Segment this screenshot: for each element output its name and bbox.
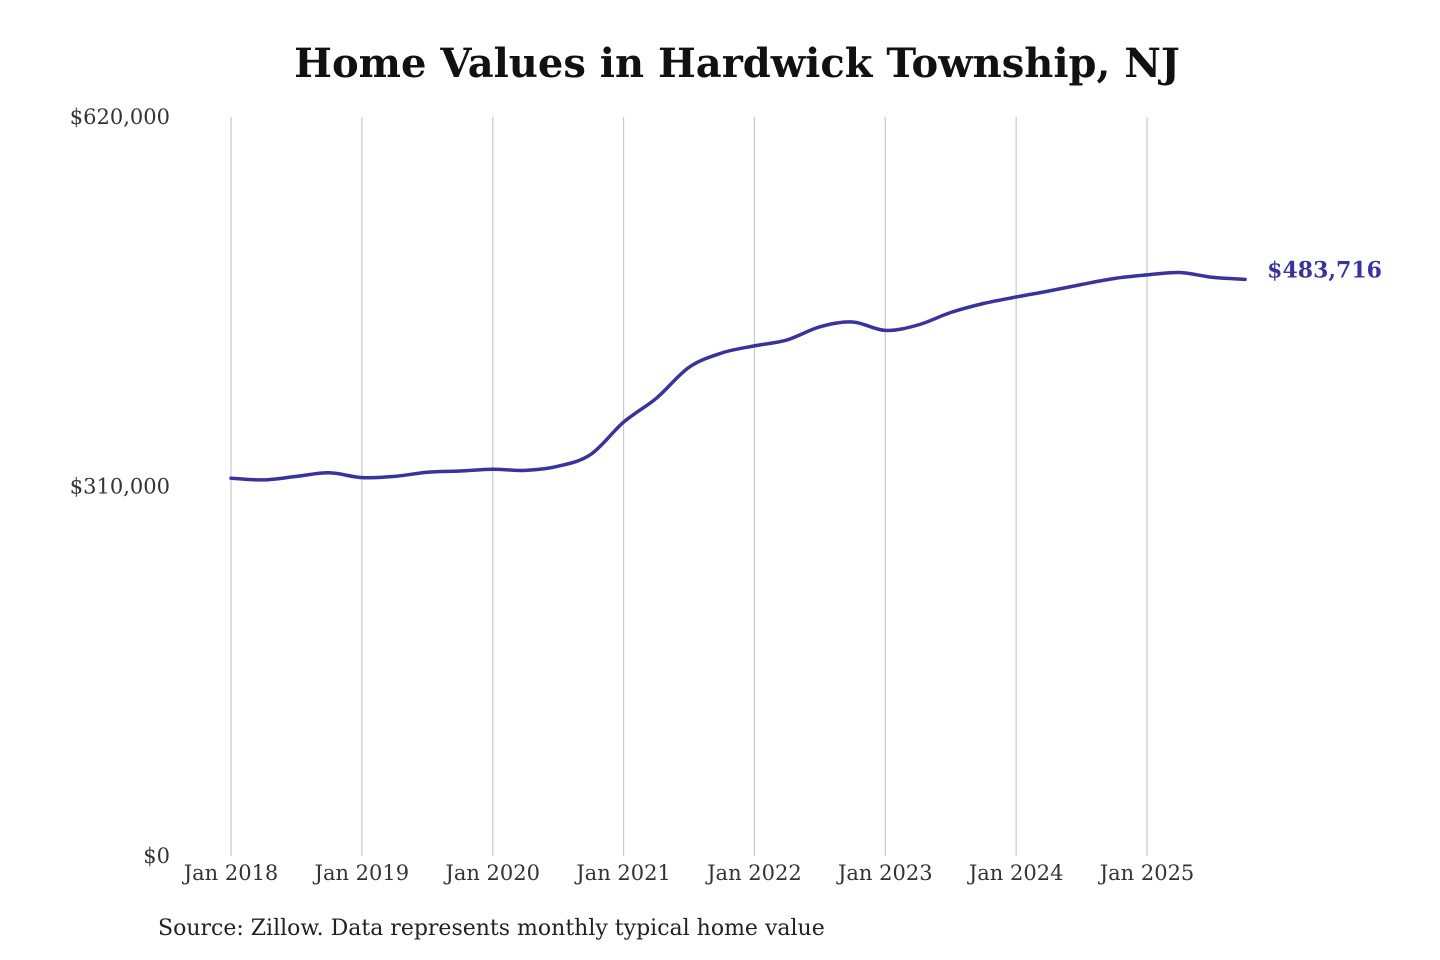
grid-lines	[230, 117, 1148, 856]
line-chart: $0$310,000$620,000 Jan 2018 Jan 2019 Jan 2…	[70, 105, 1382, 885]
y-tick-label-0: $0	[143, 844, 170, 868]
x-tick-label-1: Jan 2019	[313, 861, 410, 885]
end-value-label: $483,716	[1267, 257, 1382, 283]
series-layer	[229, 270, 1247, 482]
x-tick-label-0: Jan 2018	[182, 861, 279, 885]
x-tick-label-7: Jan 2025	[1098, 861, 1195, 885]
chart-title: Home Values in Hardwick Township, NJ	[294, 40, 1180, 87]
x-tick-label-4: Jan 2022	[705, 861, 802, 885]
y-axis-ticks: $0 $310,000 $620,000	[70, 105, 170, 868]
x-tick-label-2: Jan 2020	[443, 861, 540, 885]
end-labels: $483,716	[1267, 257, 1382, 283]
y-tick-label-2: $620,000	[70, 105, 170, 129]
x-tick-label-6: Jan 2024	[967, 861, 1064, 885]
series-line-0	[229, 270, 1247, 482]
x-tick-label-5: Jan 2023	[836, 861, 933, 885]
x-tick-label-3: Jan 2021	[574, 861, 671, 885]
source-note: Source: Zillow. Data represents monthly …	[158, 916, 825, 941]
x-axis-ticks: Jan 2018 Jan 2019 Jan 2020 Jan 2021 Jan 2022…	[182, 861, 1195, 885]
y-tick-label-1: $310,000	[70, 475, 170, 499]
